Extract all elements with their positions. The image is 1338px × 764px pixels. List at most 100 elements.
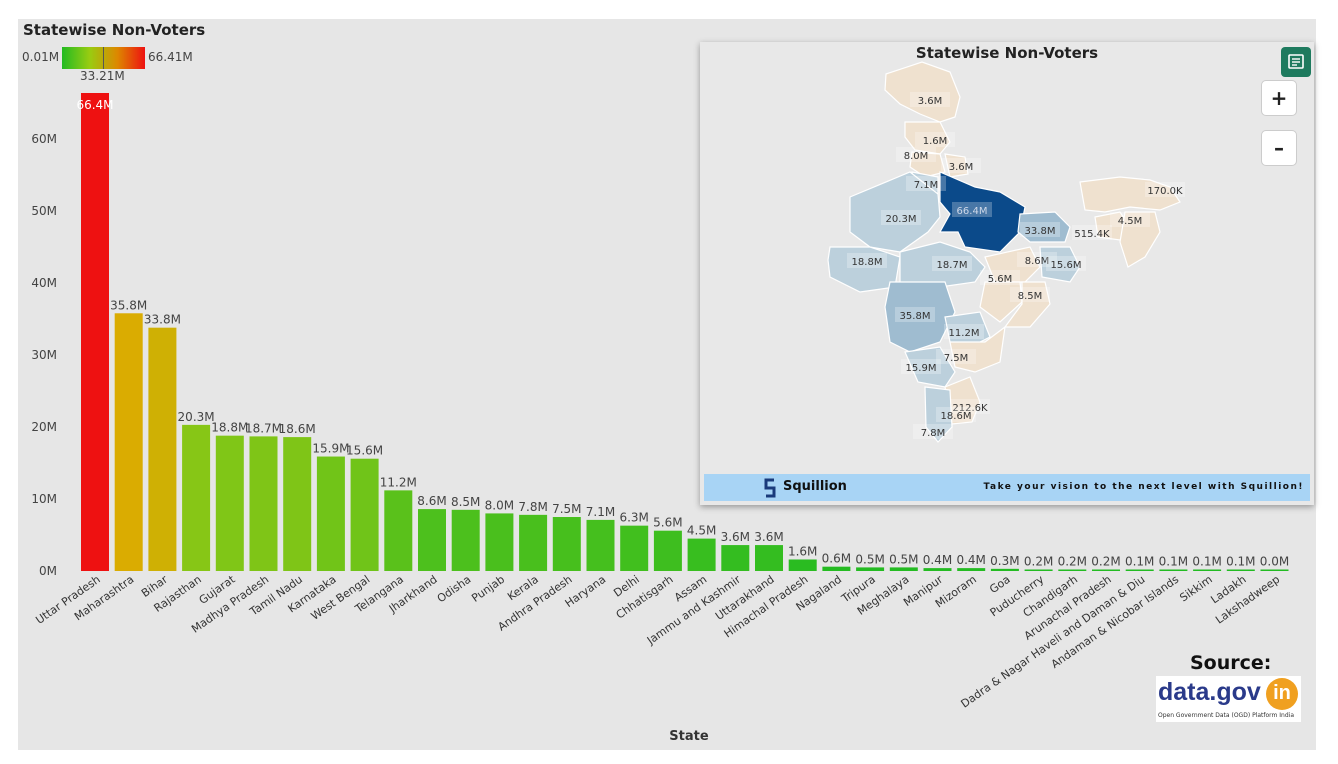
y-tick-label: 30M [31, 348, 57, 362]
bar[interactable] [451, 509, 480, 571]
logo-text: data.gov [1158, 678, 1261, 706]
bar[interactable] [384, 490, 413, 571]
bar[interactable] [721, 545, 750, 571]
map-label-bg [881, 210, 921, 225]
bar[interactable] [249, 436, 278, 571]
map-region[interactable] [849, 171, 941, 253]
map-region[interactable] [979, 281, 1023, 323]
map-label-bg [936, 407, 976, 422]
bar[interactable] [519, 514, 548, 571]
bar[interactable] [1159, 569, 1188, 572]
map-value-label: 15.9M [906, 363, 937, 374]
bar[interactable] [1024, 569, 1053, 572]
bar[interactable] [586, 519, 615, 571]
zoom-out-button[interactable]: – [1261, 130, 1297, 166]
bar[interactable] [923, 568, 952, 571]
bar-value-label: 66.4M [76, 98, 113, 112]
source-label: Source: [1190, 652, 1272, 674]
bar[interactable] [350, 458, 379, 571]
map-label-bg [1010, 287, 1050, 302]
bar[interactable] [653, 530, 682, 571]
bar-value-label: 0.1M [1226, 555, 1255, 569]
map-region[interactable] [1079, 176, 1181, 213]
data-gov-logo[interactable]: data.gov in Open Government Data (OGD) P… [1156, 676, 1301, 722]
bar[interactable] [1260, 569, 1289, 572]
chart-title: Statewise Non-Voters [23, 21, 206, 39]
bar-value-label: 0.5M [889, 552, 918, 566]
bar[interactable] [788, 559, 817, 571]
map-region[interactable] [1003, 281, 1051, 328]
legend-mid-tick [103, 47, 104, 69]
map-label-bg [1020, 222, 1060, 237]
bar[interactable] [990, 568, 1019, 571]
bar-value-label: 11.2M [380, 475, 417, 489]
bar[interactable] [957, 568, 986, 571]
x-axis-title: State [669, 729, 709, 744]
map-region[interactable] [904, 346, 956, 388]
map-region[interactable] [984, 246, 1041, 283]
bar[interactable] [856, 567, 885, 571]
map-value-label: 5.6M [988, 274, 1013, 285]
map-label-bg [915, 132, 955, 147]
bar[interactable] [283, 437, 312, 571]
map-label-bg [1072, 225, 1112, 240]
map-label-bg [936, 349, 976, 364]
india-map[interactable]: 3.6M 1.6M 8.0M 3.6M 7.1M 66.4M 170.0K 20.3M 4.5M… [700, 42, 1314, 505]
map-region[interactable] [944, 153, 969, 178]
map-value-label: 7.1M [914, 180, 939, 191]
bar-value-label: 20.3M [178, 410, 215, 424]
map-region[interactable] [924, 386, 953, 443]
map-label-bg [913, 424, 953, 439]
map-region[interactable] [827, 246, 901, 293]
y-tick-label: 20M [31, 420, 57, 434]
bar[interactable] [889, 567, 918, 571]
map-region[interactable] [1017, 211, 1071, 243]
bar[interactable] [81, 93, 109, 571]
bar[interactable] [755, 545, 783, 571]
bar-value-label: 0.2M [1058, 555, 1087, 569]
bar[interactable] [620, 525, 649, 571]
bar[interactable] [1058, 569, 1087, 572]
map-label-bg [932, 256, 972, 271]
bar[interactable] [215, 435, 244, 571]
map-panel[interactable]: 3.6M 1.6M 8.0M 3.6M 7.1M 66.4M 170.0K 20.3M 4.5M… [700, 42, 1314, 505]
map-value-label: 170.0K [1147, 186, 1183, 197]
map-region[interactable] [1039, 246, 1081, 283]
export-button[interactable] [1281, 47, 1311, 77]
map-value-label: 15.6M [1051, 260, 1082, 271]
map-region[interactable] [1119, 211, 1161, 268]
bar-value-label: 0.4M [956, 553, 985, 567]
bar-value-label: 0.2M [1024, 555, 1053, 569]
bar[interactable] [316, 456, 345, 571]
bar[interactable] [822, 566, 851, 571]
export-icon [1288, 54, 1304, 69]
bar[interactable] [552, 517, 581, 571]
map-value-label: 66.4M [957, 206, 988, 217]
map-region[interactable] [884, 281, 956, 353]
bar-value-label: 18.6M [279, 422, 316, 436]
bar[interactable] [1125, 569, 1154, 572]
bar[interactable] [687, 538, 716, 571]
map-label-bg [1145, 182, 1185, 197]
bar[interactable] [1092, 569, 1120, 572]
bar[interactable] [114, 313, 143, 571]
bar[interactable] [1193, 569, 1222, 572]
bar[interactable] [182, 424, 211, 571]
map-value-label: 18.6M [941, 411, 972, 422]
bar-value-label: 0.1M [1159, 555, 1188, 569]
y-tick-label: 0M [39, 564, 57, 578]
squillion-banner[interactable]: Squillion Take your vision to the next l… [704, 474, 1310, 501]
bar[interactable] [485, 513, 514, 571]
map-label-bg [847, 253, 887, 268]
bar[interactable] [1226, 569, 1255, 572]
bar[interactable] [148, 327, 177, 571]
map-region[interactable] [949, 325, 1006, 373]
map-region[interactable] [909, 151, 946, 178]
zoom-in-button[interactable]: + [1261, 80, 1297, 116]
map-region[interactable] [884, 61, 961, 123]
map-value-label: 8.0M [904, 151, 929, 162]
bar[interactable] [418, 509, 446, 571]
map-region[interactable] [938, 171, 1026, 253]
x-tick-label: Punjab [469, 573, 507, 605]
